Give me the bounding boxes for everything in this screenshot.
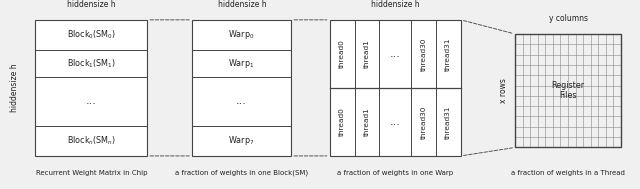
Text: hiddensize h: hiddensize h <box>10 64 19 112</box>
Text: thread1: thread1 <box>364 108 370 136</box>
Text: hiddensize h: hiddensize h <box>67 0 116 9</box>
Text: ...: ... <box>236 97 247 106</box>
Text: Recurrent Weight Matrix in Chip: Recurrent Weight Matrix in Chip <box>36 170 147 176</box>
Text: hiddensize h: hiddensize h <box>218 0 266 9</box>
FancyBboxPatch shape <box>330 20 461 156</box>
Text: ...: ... <box>86 97 97 106</box>
Text: y columns: y columns <box>549 14 588 23</box>
Text: thread31: thread31 <box>445 37 451 71</box>
Text: a fraction of weights in one Block(SM): a fraction of weights in one Block(SM) <box>175 169 308 176</box>
Text: Warp$_0$: Warp$_0$ <box>228 28 255 41</box>
Text: thread0: thread0 <box>339 108 345 136</box>
Text: Block$_1$(SM$_1$): Block$_1$(SM$_1$) <box>67 57 116 70</box>
Text: Warp$_7$: Warp$_7$ <box>228 134 255 147</box>
Text: thread30: thread30 <box>420 105 426 139</box>
Text: x rows: x rows <box>499 78 508 103</box>
Text: a fraction of weights in a Thread: a fraction of weights in a Thread <box>511 170 625 176</box>
FancyBboxPatch shape <box>35 20 147 156</box>
Text: Register
Files: Register Files <box>552 81 584 100</box>
FancyBboxPatch shape <box>192 20 291 156</box>
Text: a fraction of weights in one Warp: a fraction of weights in one Warp <box>337 170 454 176</box>
Text: thread0: thread0 <box>339 40 345 68</box>
Text: hiddensize h: hiddensize h <box>371 0 420 9</box>
Text: Warp$_1$: Warp$_1$ <box>228 57 255 70</box>
Text: thread1: thread1 <box>364 40 370 68</box>
Text: ...: ... <box>390 49 401 59</box>
Text: Block$_0$(SM$_0$): Block$_0$(SM$_0$) <box>67 29 116 41</box>
Text: thread30: thread30 <box>420 37 426 71</box>
Text: ...: ... <box>390 117 401 127</box>
Text: thread31: thread31 <box>445 105 451 139</box>
Text: Block$_n$(SM$_n$): Block$_n$(SM$_n$) <box>67 135 116 147</box>
